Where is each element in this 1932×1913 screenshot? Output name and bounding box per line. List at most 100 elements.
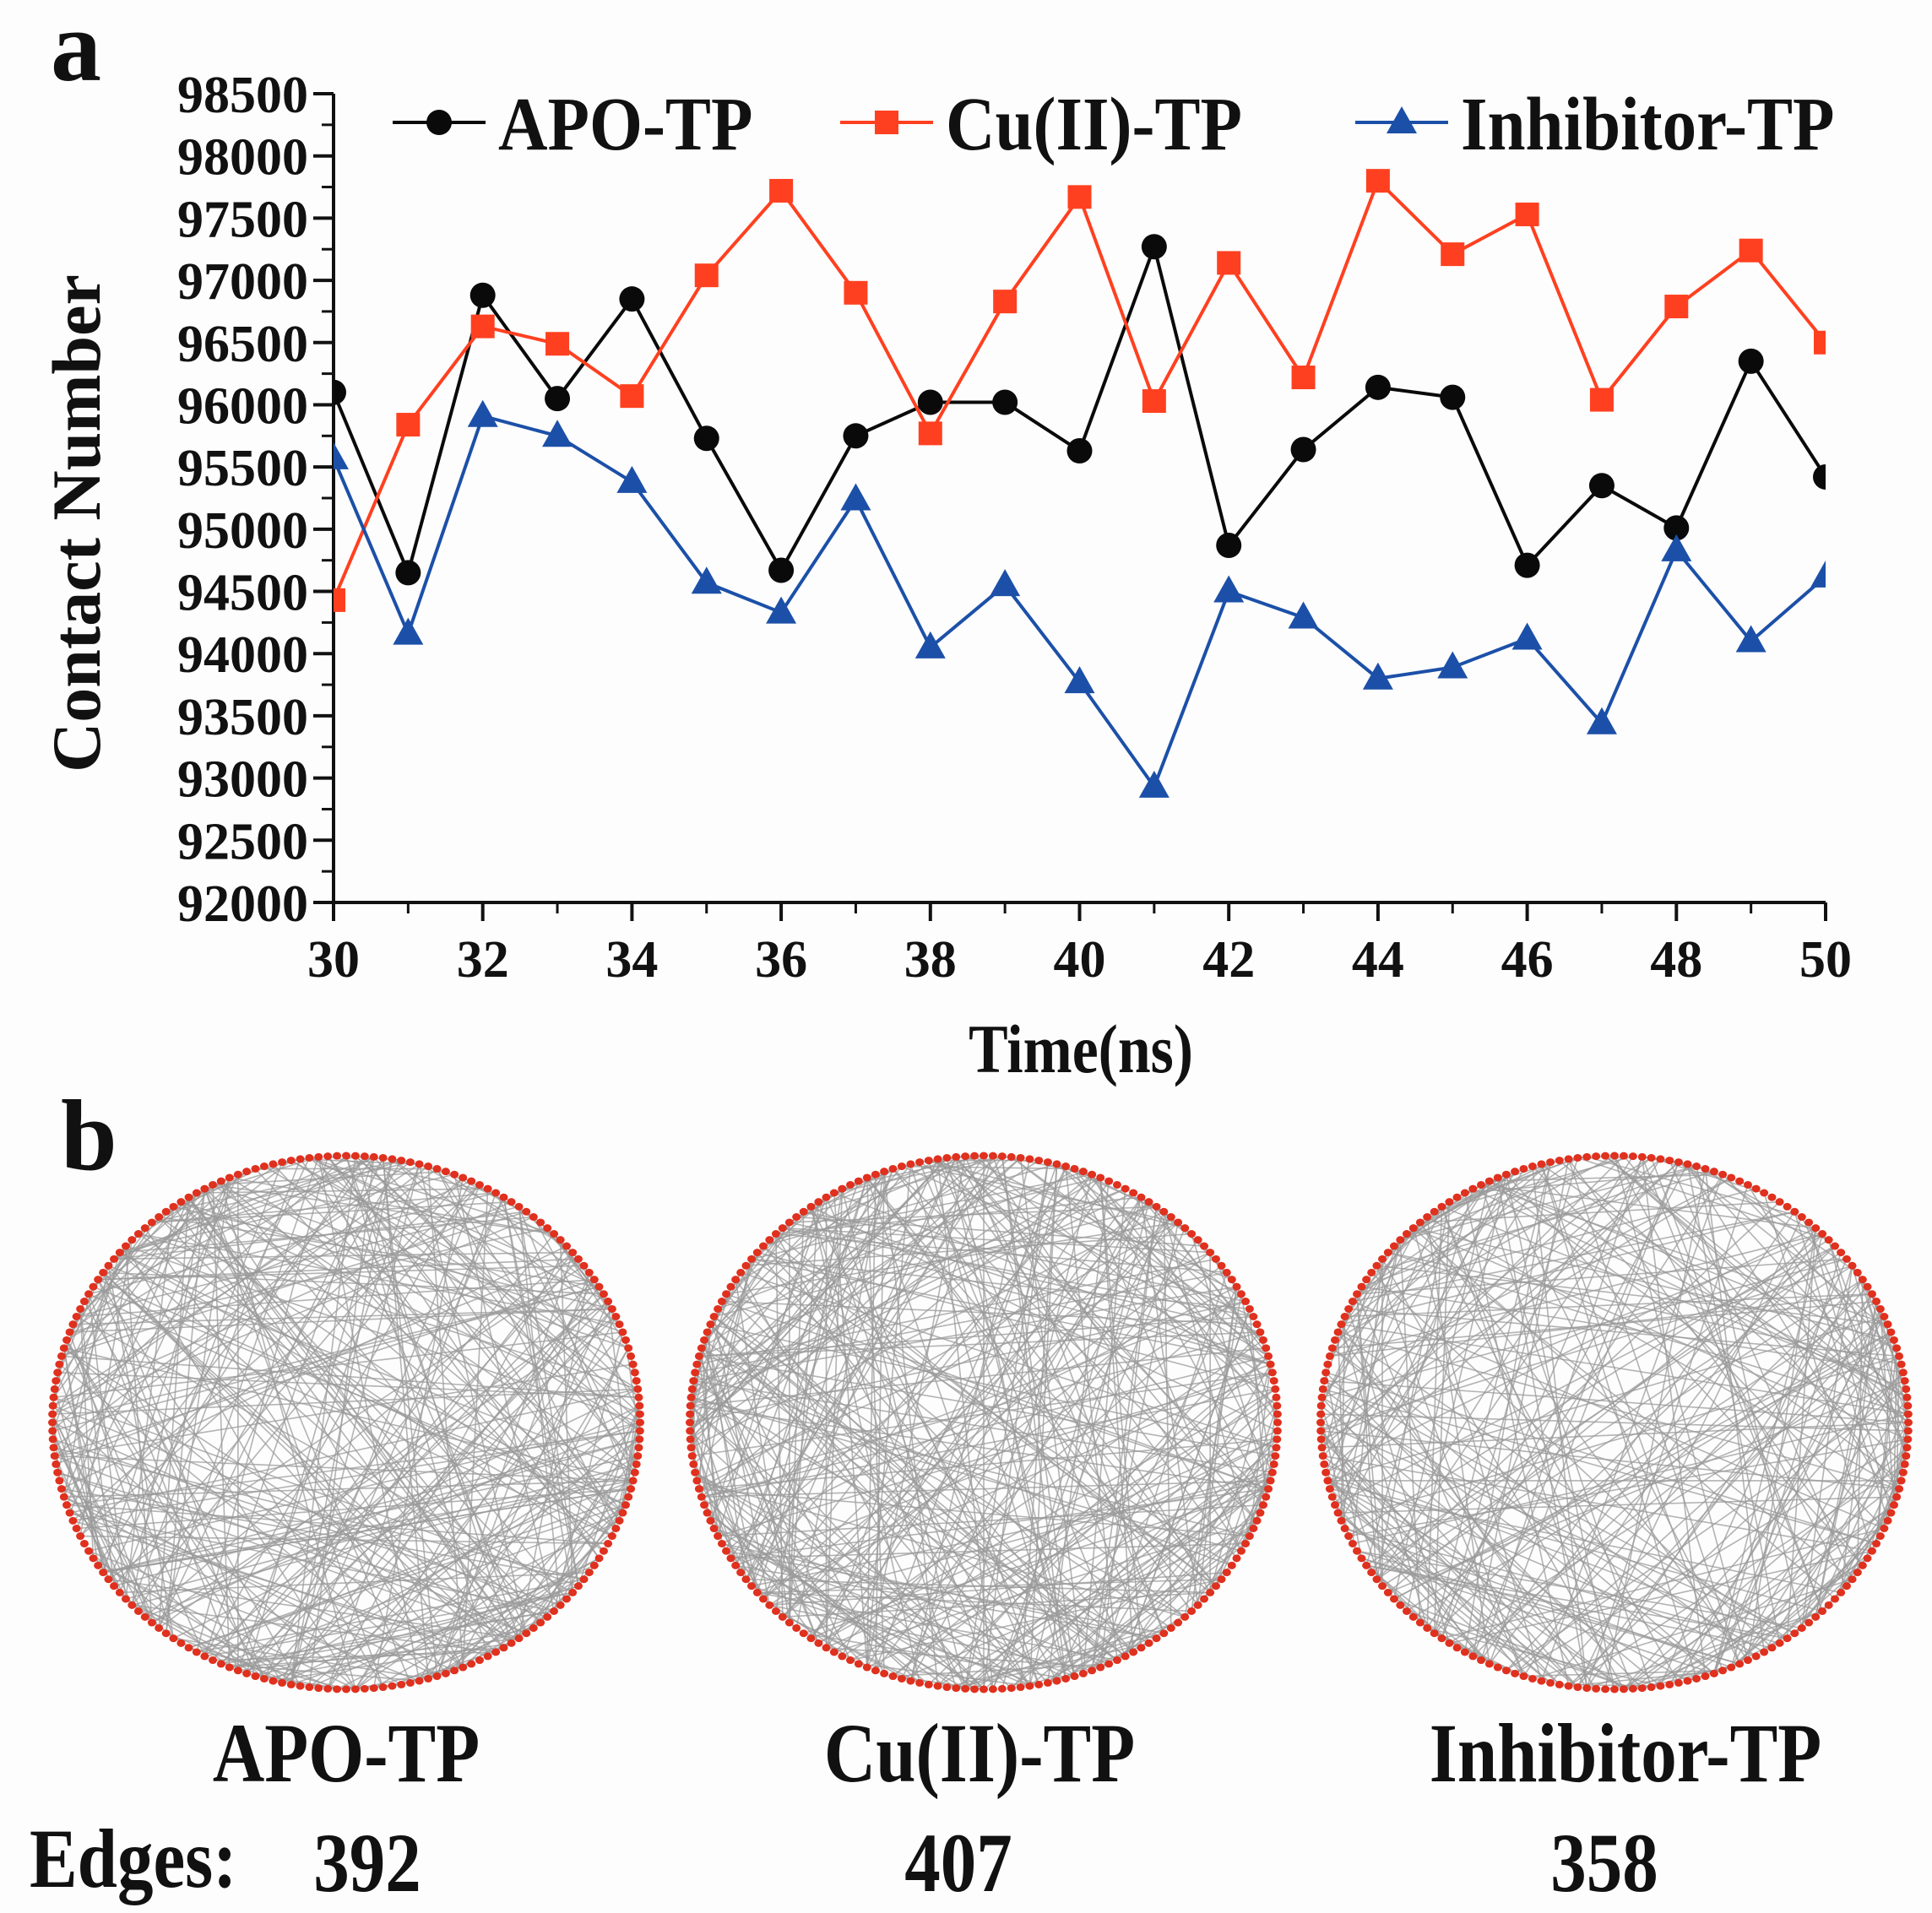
network-edge xyxy=(725,1293,1269,1490)
network-node xyxy=(397,1157,406,1165)
network-node xyxy=(687,1393,696,1401)
network-edge xyxy=(63,1196,190,1498)
network-node xyxy=(104,1575,113,1584)
network-edge xyxy=(436,1272,590,1677)
data-point xyxy=(1441,242,1465,267)
network-label-inhibitor: Inhibitor-TP xyxy=(1430,1707,1821,1801)
network-edge xyxy=(1338,1331,1900,1490)
network-node xyxy=(1437,1202,1446,1211)
network-edge xyxy=(803,1211,1271,1365)
network-node xyxy=(1501,1666,1511,1675)
network-node xyxy=(1628,1684,1637,1693)
network-node xyxy=(1396,1236,1405,1244)
network-edge xyxy=(79,1239,133,1536)
network-edge xyxy=(1449,1550,1873,1645)
network-node xyxy=(1842,1582,1851,1591)
network-edge xyxy=(52,1155,347,1432)
network-node xyxy=(1256,1509,1265,1517)
network-node xyxy=(731,1276,741,1284)
network-node xyxy=(342,1685,350,1694)
network-edge xyxy=(1522,1227,1816,1677)
network-edge xyxy=(762,1245,1217,1587)
network-node xyxy=(251,1164,260,1173)
network-node xyxy=(1804,1218,1814,1227)
network-node xyxy=(778,1612,787,1621)
network-edge xyxy=(1413,1227,1895,1341)
network-node xyxy=(110,1582,119,1591)
network-node xyxy=(459,1663,468,1672)
network-edge xyxy=(187,1196,464,1668)
network-edge xyxy=(1352,1211,1795,1303)
network-edge xyxy=(1642,1157,1823,1612)
network-node xyxy=(1775,1639,1784,1647)
network-node xyxy=(1903,1427,1913,1435)
network-node xyxy=(1423,1213,1432,1222)
network-node xyxy=(1573,1153,1582,1162)
network-edge xyxy=(97,1156,366,1566)
y-tick-label: 92500 xyxy=(177,813,308,870)
network-node xyxy=(806,1634,816,1643)
network-node xyxy=(514,1202,524,1211)
data-point xyxy=(1814,330,1826,355)
network-node xyxy=(1637,1152,1647,1161)
network-node xyxy=(1848,1575,1857,1584)
network-node xyxy=(1902,1385,1911,1393)
network-node xyxy=(1317,1444,1327,1452)
network-node xyxy=(579,1261,589,1270)
network-edge xyxy=(703,1300,1246,1506)
network-node xyxy=(305,1153,314,1162)
network-edge xyxy=(131,1158,301,1606)
network-node xyxy=(970,1685,980,1694)
network-edge xyxy=(327,1156,624,1514)
network-node xyxy=(1895,1485,1904,1493)
network-edge xyxy=(757,1591,1192,1612)
network-node xyxy=(686,1427,695,1435)
network-edge xyxy=(706,1331,747,1580)
network-node xyxy=(814,1639,823,1647)
network-node xyxy=(76,1532,85,1541)
network-edge xyxy=(327,1192,497,1689)
network-edge xyxy=(151,1388,638,1623)
network-node xyxy=(424,1674,433,1683)
network-node xyxy=(1323,1360,1332,1368)
network-node xyxy=(1271,1452,1280,1460)
network-edge xyxy=(1322,1155,1625,1457)
network-edge xyxy=(1568,1463,1906,1687)
network-edge xyxy=(317,1157,421,1682)
network-node xyxy=(192,1648,201,1656)
network-node xyxy=(615,1516,624,1525)
network-edge xyxy=(1344,1292,1872,1318)
data-point xyxy=(1288,601,1319,629)
network-node xyxy=(1129,1648,1138,1656)
network-node xyxy=(52,1377,61,1385)
network-node xyxy=(1415,1618,1425,1627)
network-node xyxy=(1372,1261,1381,1270)
network-edge xyxy=(1387,1233,1823,1594)
network-edge xyxy=(119,1173,455,1254)
network-edge xyxy=(1341,1355,1900,1522)
network-node xyxy=(1511,1168,1520,1176)
network-node xyxy=(360,1152,369,1161)
network-node xyxy=(1898,1368,1908,1377)
data-point xyxy=(843,423,869,449)
x-tick-label: 36 xyxy=(755,931,807,989)
network-node xyxy=(369,1152,378,1161)
network-edge xyxy=(144,1251,573,1618)
network-edge xyxy=(263,1165,638,1390)
network-edge xyxy=(698,1315,1254,1358)
network-node xyxy=(980,1152,988,1160)
network-node xyxy=(1367,1268,1376,1276)
network-node xyxy=(594,1554,604,1563)
network-node xyxy=(635,1435,644,1444)
network-node xyxy=(169,1202,178,1211)
network-node xyxy=(1070,1672,1079,1681)
network-node xyxy=(871,1170,880,1179)
network-node xyxy=(1180,1612,1190,1621)
network-node xyxy=(1166,1623,1175,1632)
network-node xyxy=(1804,1618,1814,1627)
network-node xyxy=(1258,1501,1267,1509)
network-edge xyxy=(1413,1161,1551,1229)
network-node xyxy=(388,1682,397,1690)
data-point xyxy=(1365,169,1390,193)
network-node xyxy=(1900,1377,1909,1385)
